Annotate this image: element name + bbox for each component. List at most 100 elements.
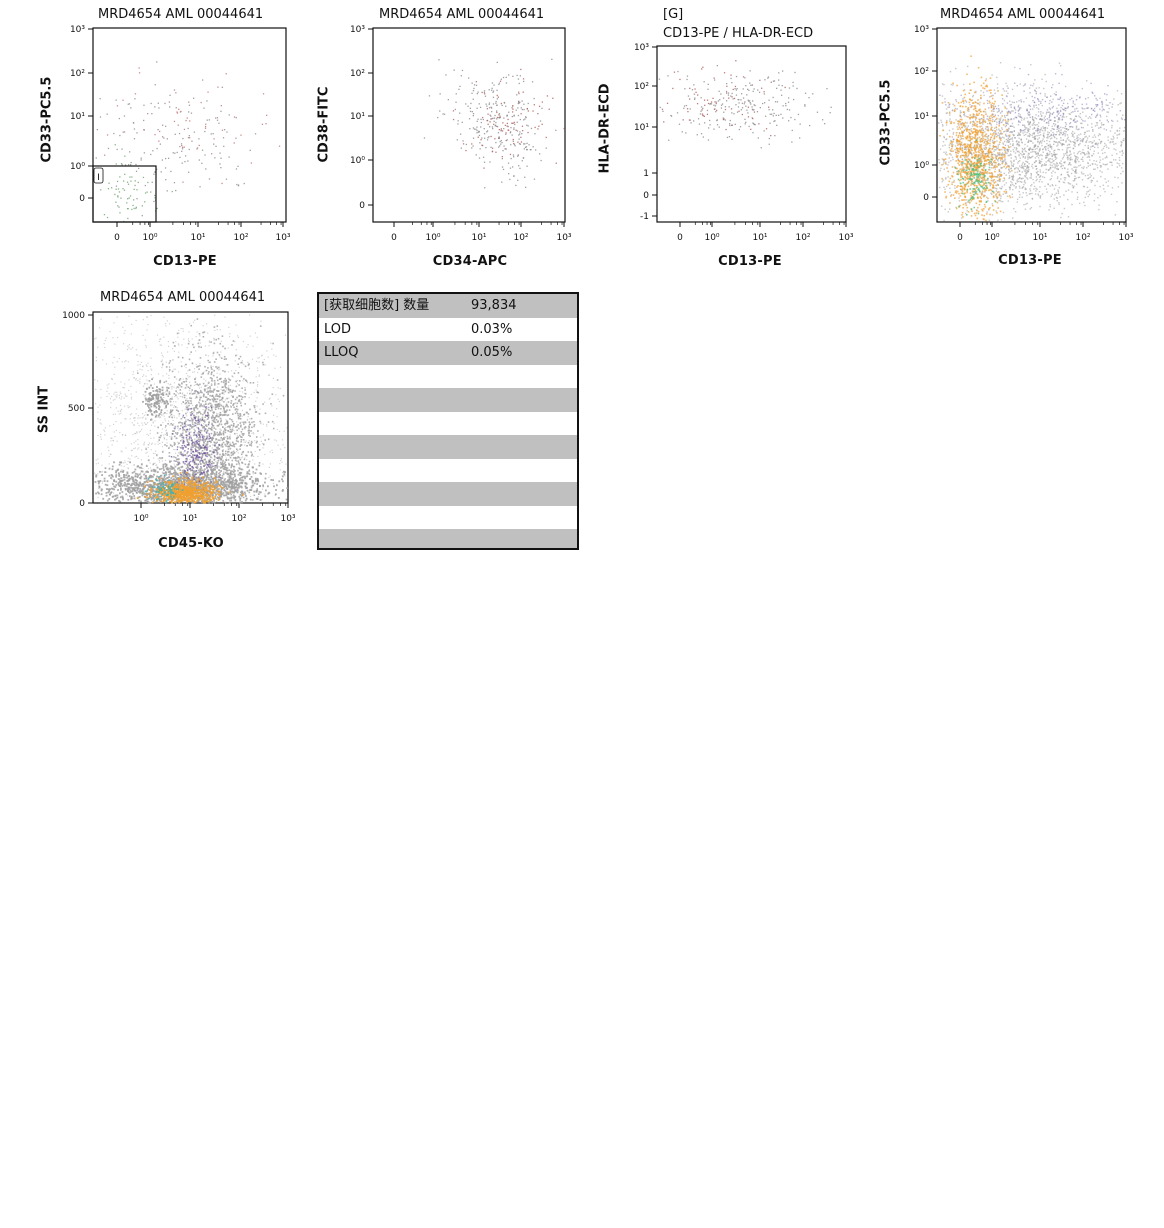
event-dot	[701, 109, 703, 111]
event-dot	[1045, 155, 1047, 157]
event-dot	[1063, 154, 1065, 157]
event-dot	[108, 383, 110, 385]
event-dot	[983, 148, 986, 150]
event-dot	[1093, 107, 1096, 110]
event-dot	[746, 94, 748, 96]
event-dot	[1077, 196, 1079, 198]
event-dot	[240, 134, 242, 136]
event-dot	[137, 415, 140, 417]
event-dot	[173, 448, 175, 451]
event-dot	[228, 385, 230, 387]
event-dot	[477, 131, 480, 133]
event-dot	[1035, 87, 1038, 89]
event-dot	[790, 116, 792, 119]
event-dot	[1058, 180, 1061, 183]
event-dot	[273, 422, 275, 424]
event-dot	[1123, 126, 1126, 129]
event-dot	[1026, 167, 1028, 170]
event-dot	[118, 191, 121, 193]
event-dot	[133, 423, 135, 426]
event-dot	[959, 138, 962, 140]
event-dot	[198, 138, 200, 140]
event-dot	[273, 354, 275, 356]
event-dot	[718, 126, 720, 128]
event-dot	[279, 387, 281, 390]
event-dot	[941, 83, 944, 85]
event-dot	[551, 58, 553, 60]
event-dot	[685, 132, 687, 134]
event-dot	[1028, 140, 1030, 142]
event-dot	[519, 133, 521, 135]
event-dot	[237, 165, 239, 167]
event-dot	[133, 128, 136, 130]
event-dot	[121, 164, 123, 166]
event-dot	[992, 179, 994, 181]
event-dot	[201, 162, 203, 164]
event-dot	[724, 119, 726, 121]
event-dot	[115, 188, 117, 190]
event-dot	[1027, 156, 1029, 158]
event-dot	[988, 115, 991, 118]
event-dot	[271, 405, 273, 407]
event-dot	[1032, 122, 1034, 125]
event-dot	[481, 144, 483, 146]
event-dot	[141, 428, 143, 431]
event-dot	[511, 134, 513, 136]
event-dot	[1040, 127, 1042, 129]
event-dot	[522, 130, 524, 132]
event-dot	[1005, 90, 1008, 92]
event-dot	[1081, 140, 1083, 142]
event-dot	[502, 150, 504, 152]
event-dot	[467, 105, 469, 107]
event-dot	[1015, 141, 1018, 143]
event-dot	[1099, 97, 1101, 99]
event-dot	[1024, 188, 1027, 191]
event-dot	[1063, 153, 1065, 155]
event-dot	[1069, 113, 1071, 115]
event-dot	[146, 433, 148, 435]
event-dot	[189, 381, 191, 383]
event-dot	[792, 85, 794, 87]
event-dot	[228, 156, 230, 158]
event-dot	[725, 90, 728, 93]
event-dot	[253, 433, 255, 435]
event-dot	[948, 146, 950, 149]
event-dot	[1118, 159, 1121, 161]
event-dot	[145, 418, 147, 420]
event-dot	[999, 62, 1002, 64]
event-dot	[513, 121, 515, 124]
event-dot	[979, 139, 981, 141]
event-dot	[1029, 87, 1031, 89]
event-dot	[1060, 173, 1063, 176]
event-dot	[1063, 207, 1066, 210]
event-dot	[503, 128, 505, 130]
event-dot	[950, 160, 952, 162]
y-tick-label: 0	[923, 193, 929, 203]
event-dot	[115, 185, 118, 187]
event-dot	[709, 103, 711, 105]
event-dot	[703, 99, 706, 101]
event-dot	[1059, 97, 1062, 100]
event-dot	[216, 119, 219, 121]
event-dot	[221, 406, 223, 408]
event-dot	[512, 154, 515, 156]
event-dot	[181, 150, 183, 152]
event-dot	[748, 100, 750, 102]
event-dot	[495, 125, 498, 127]
event-dot	[189, 353, 191, 355]
event-dot	[1120, 102, 1122, 104]
event-dot	[116, 180, 119, 183]
event-dot	[192, 321, 195, 323]
event-dot	[518, 138, 520, 140]
event-dot	[1099, 156, 1101, 158]
event-dot	[1058, 129, 1060, 132]
event-dot	[133, 207, 135, 210]
event-dot	[1000, 171, 1002, 174]
event-dot	[493, 84, 495, 86]
event-dot	[742, 76, 745, 78]
event-dot	[1089, 159, 1091, 161]
event-dot	[1061, 158, 1064, 160]
plot-frame	[92, 27, 287, 223]
event-dot	[951, 136, 953, 138]
event-dot	[1071, 135, 1074, 137]
